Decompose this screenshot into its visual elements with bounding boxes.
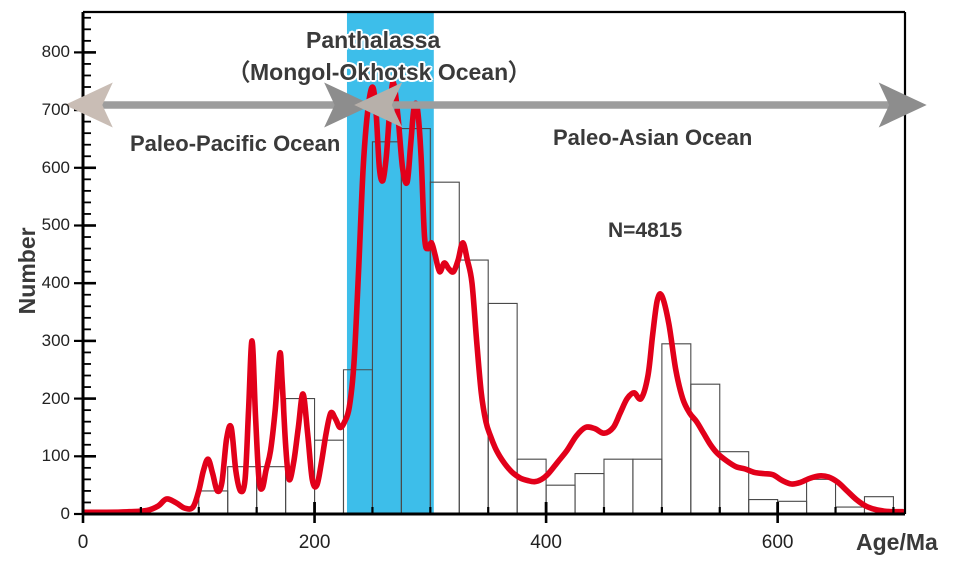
y-tick-label: 300 (41, 330, 70, 350)
y-tick-label: 0 (60, 504, 70, 523)
y-tick-label: 200 (41, 388, 70, 408)
x-tick-label: 200 (298, 532, 331, 553)
y-tick-label: 400 (41, 273, 70, 293)
y-tick-label: 700 (41, 100, 70, 120)
x-axis-ticks (81, 502, 895, 523)
chart-title-line2: （Mongol-Okhotsk Ocean） (227, 59, 532, 85)
x-axis-title: Age/Ma (856, 529, 938, 555)
histogram-bar (690, 383, 721, 514)
y-tick-label: 500 (41, 215, 70, 235)
kde-curve (83, 79, 905, 514)
x-tick-label: 600 (761, 532, 794, 553)
y-axis-ticks (74, 16, 96, 516)
y-axis-title: Number (14, 227, 41, 315)
x-tick-label: 0 (77, 532, 89, 553)
paleo-asian-ocean-label: Paleo-Asian Ocean (553, 125, 753, 150)
chart-title-line1: Panthalassa (306, 27, 441, 53)
paleo-pacific-ocean-label: Paleo-Pacific Ocean (130, 131, 341, 156)
y-tick-label: 600 (41, 157, 70, 177)
histogram-bar (806, 478, 837, 514)
sample-count-annotation: N=4815 (608, 219, 683, 242)
y-tick-label: 800 (41, 42, 70, 62)
y-tick-label: 100 (41, 446, 70, 466)
histogram-bar (719, 451, 750, 514)
histogram-bar (487, 302, 518, 514)
x-tick-label: 400 (530, 532, 562, 553)
